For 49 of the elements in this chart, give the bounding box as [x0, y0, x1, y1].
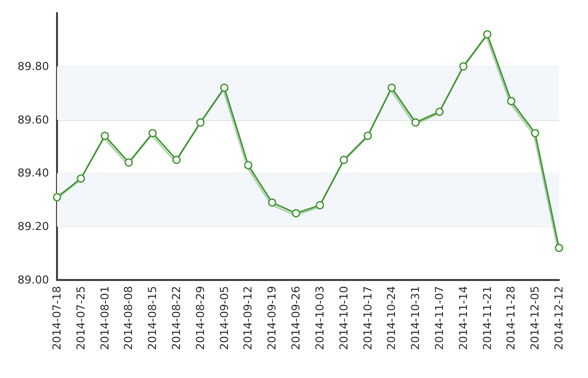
point	[172, 156, 181, 164]
point	[316, 201, 324, 210]
point	[388, 84, 396, 92]
point	[196, 118, 205, 127]
point	[220, 84, 228, 92]
point	[52, 193, 62, 202]
x-tick-label: 2014-09-26	[290, 286, 303, 350]
x-tick-label: 2014-07-18	[50, 286, 64, 350]
y-tick-label: 89.40	[18, 166, 49, 180]
x-tick-label: 2014-11-14	[456, 286, 470, 350]
x-tick-label: 2014-12-05	[528, 286, 542, 350]
x-tick-label: 2014-10-24	[385, 286, 398, 350]
point	[364, 132, 372, 140]
point	[507, 96, 516, 106]
point	[244, 161, 252, 170]
x-tick-label: 2014-08-29	[194, 286, 207, 350]
x-tick-label: 2014-10-17	[361, 286, 374, 350]
x-tick-label: 2014-10-03	[313, 286, 326, 350]
x-tick-label: 2014-10-10	[337, 286, 350, 350]
point	[148, 129, 157, 138]
x-tick-label: 2014-10-31	[409, 286, 422, 350]
point	[411, 118, 420, 127]
y-tick-label: 89.00	[18, 274, 49, 286]
x-tick-label: 2014-09-12	[242, 286, 255, 350]
point	[268, 198, 276, 207]
x-tick-label: 2014-11-28	[504, 286, 518, 350]
y-tick-label: 89.80	[18, 60, 49, 73]
point	[483, 30, 492, 39]
point	[340, 156, 348, 164]
x-tick-label: 2014-08-15	[146, 286, 160, 350]
point	[459, 62, 468, 71]
x-tick-label: 2014-08-08	[122, 286, 136, 350]
x-tick-label: 2014-09-05	[218, 286, 231, 350]
point	[124, 158, 133, 167]
point	[530, 129, 540, 138]
x-tick-label: 2014-09-19	[266, 286, 279, 350]
point	[292, 209, 300, 218]
x-tick-label: 2014-11-07	[432, 286, 446, 350]
y-tick-label: 89.20	[18, 220, 49, 234]
x-tick-label: 2014-08-01	[98, 286, 112, 350]
x-tick-label: 2014-08-22	[170, 286, 184, 350]
point	[435, 108, 444, 116]
point	[100, 132, 109, 140]
x-tick-label: 2014-11-21	[480, 286, 494, 350]
x-tick-label: 2014-07-25	[74, 286, 88, 350]
x-tick-label: 2014-12-12	[552, 286, 566, 350]
point	[554, 244, 564, 252]
y-tick-label: 89.60	[18, 113, 49, 126]
point	[76, 174, 86, 183]
